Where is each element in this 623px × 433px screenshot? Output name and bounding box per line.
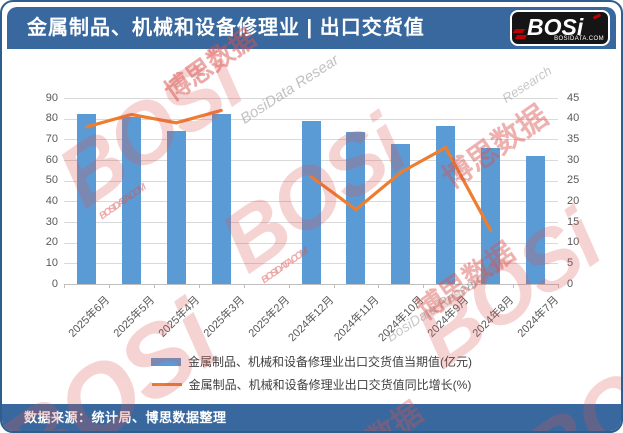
bar <box>346 132 366 284</box>
bar <box>436 125 456 284</box>
legend-line-swatch-icon <box>151 383 182 386</box>
bar <box>301 120 321 284</box>
y-axis-left-tick-label: 60 <box>45 153 58 166</box>
x-axis-tick <box>108 284 110 288</box>
bosi-logo-text: BOSi <box>527 14 584 40</box>
y-axis-left-tick-label: 30 <box>45 215 58 228</box>
y-axis-right-tick-label: 35 <box>567 132 580 145</box>
bar <box>526 155 545 284</box>
x-axis-label: 2024年11月 <box>332 294 382 344</box>
legend-bar-label: 金属制品、机械和设备修理业出口交货值当期值(亿元) <box>188 355 472 369</box>
bar <box>391 143 411 284</box>
chart-legend: 金属制品、机械和设备修理业出口交货值当期值(亿元) 金属制品、机械和设备修理业出… <box>2 353 621 393</box>
legend-bar-swatch-icon <box>151 357 181 366</box>
header-bar: 金属制品、机械和设备修理业 | 出口交货值 BOSi BOSIDATA.COM <box>7 7 616 49</box>
legend-item-line: 金属制品、机械和设备修理业出口交货值同比增长(%) <box>151 376 472 393</box>
x-axis-label: 2025年3月 <box>201 294 247 340</box>
y-axis-left-tick-label: 80 <box>45 112 58 125</box>
x-axis-tick <box>423 284 425 288</box>
bosi-logo-domain: BOSIDATA.COM <box>554 36 604 42</box>
bar <box>481 147 501 284</box>
y-axis-left-tick-label: 40 <box>45 194 58 207</box>
data-source-text: 数据来源：统计局、博思数据整理 <box>24 410 227 425</box>
x-axis-tick <box>153 284 155 288</box>
x-axis-label: 2024年9月 <box>425 294 472 340</box>
x-axis-tick <box>64 284 65 288</box>
x-axis-label: 2025年6月 <box>66 294 113 340</box>
x-axis-tick <box>513 284 515 288</box>
bosi-logo: BOSi BOSIDATA.COM <box>510 10 610 46</box>
x-axis-tick <box>558 284 559 288</box>
y-axis-left-tick-label: 20 <box>45 236 58 249</box>
x-axis-tick <box>333 284 335 288</box>
x-axis-label: 2024年7月 <box>515 294 562 340</box>
y-axis-right-tick-label: 25 <box>567 174 580 187</box>
y-axis-right-tick-label: 5 <box>567 256 574 269</box>
y-axis-right-tick-label: 40 <box>567 112 580 125</box>
y-axis-right-tick-label: 15 <box>567 215 580 228</box>
chart-title: 金属制品、机械和设备修理业 | 出口交货值 <box>27 17 425 39</box>
x-axis-tick <box>288 284 290 288</box>
bar <box>121 116 141 284</box>
legend-line-label: 金属制品、机械和设备修理业出口交货值同比增长(%) <box>188 378 472 392</box>
y-axis-left-tick-label: 10 <box>45 256 58 269</box>
gridline <box>64 284 558 285</box>
y-axis-left-tick-label: 90 <box>45 91 58 104</box>
x-axis-tick <box>198 284 200 288</box>
gridline <box>64 118 558 120</box>
y-axis-right-tick-label: 20 <box>567 194 580 207</box>
x-axis-label: 2025年4月 <box>156 294 202 340</box>
bar <box>211 113 231 284</box>
bar <box>166 131 186 284</box>
x-axis-tick <box>378 284 380 288</box>
footer-bar: 数据来源：统计局、博思数据整理 <box>2 404 621 431</box>
bar <box>77 113 96 284</box>
y-axis-right-tick-label: 0 <box>567 277 574 290</box>
y-axis-left-tick-label: 70 <box>45 132 58 145</box>
y-axis-left-tick-label: 0 <box>51 277 58 290</box>
x-axis-label: 2024年12月 <box>286 294 337 345</box>
y-axis-left-tick-label: 50 <box>45 174 58 187</box>
legend-item-bar: 金属制品、机械和设备修理业出口交货值当期值(亿元) <box>151 353 472 370</box>
y-axis-right-tick-label: 45 <box>567 91 580 104</box>
gridline <box>64 98 558 99</box>
x-axis-label: 2024年8月 <box>470 294 517 340</box>
y-axis-right-tick-label: 30 <box>567 153 580 166</box>
x-axis-label: 2024年10月 <box>376 294 427 345</box>
x-axis-tick <box>468 284 470 288</box>
x-axis-label: 2025年5月 <box>111 294 158 340</box>
y-axis-right-tick-label: 10 <box>567 236 580 249</box>
x-axis-tick <box>243 284 245 288</box>
